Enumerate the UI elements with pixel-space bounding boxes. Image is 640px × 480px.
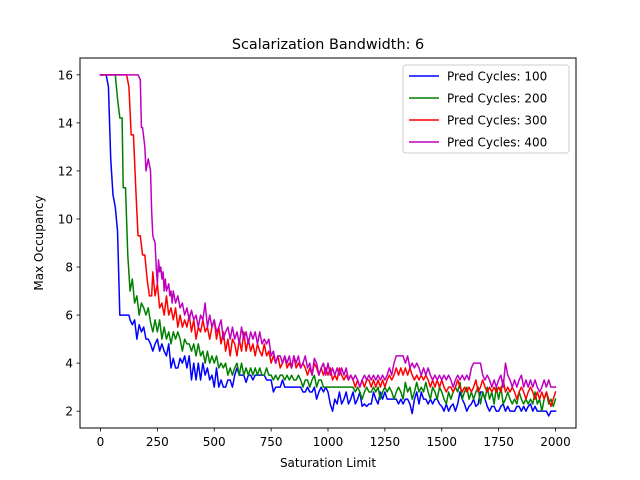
legend-items: Pred Cycles: 100 Pred Cycles: 200 Pred Cyc… <box>409 70 547 150</box>
x-tick-label: 1250 <box>370 435 401 449</box>
x-tick-label: 750 <box>260 435 283 449</box>
legend-label-1: Pred Cycles: 100 <box>447 70 547 84</box>
legend: Pred Cycles: 100 Pred Cycles: 200 Pred Cyc… <box>402 64 570 154</box>
x-axis-label: Saturation Limit <box>280 456 376 470</box>
y-axis-ticks: 2 4 6 8 10 12 14 16 <box>58 68 80 419</box>
y-tick-label: 12 <box>58 164 73 178</box>
x-axis-ticks: 0 250 500 750 1000 1250 1500 1750 2000 <box>97 428 571 449</box>
series-line-4 <box>99 74 557 393</box>
legend-label-2: Pred Cycles: 200 <box>447 92 547 106</box>
x-tick-label: 1500 <box>426 435 457 449</box>
series-line-2 <box>99 74 557 412</box>
series-line-1 <box>99 74 557 417</box>
x-tick-label: 1750 <box>483 435 514 449</box>
legend-label-3: Pred Cycles: 300 <box>447 114 547 128</box>
y-tick-label: 4 <box>65 357 73 371</box>
series-layer <box>99 74 557 417</box>
y-tick-label: 16 <box>58 68 73 82</box>
legend-box <box>402 64 570 154</box>
chart-title: Scalarization Bandwidth: 6 <box>232 37 424 53</box>
series-line-3 <box>99 74 557 408</box>
x-tick-label: 0 <box>97 435 105 449</box>
legend-label-4: Pred Cycles: 400 <box>447 136 547 150</box>
y-tick-label: 6 <box>65 309 73 323</box>
y-tick-label: 2 <box>65 405 73 419</box>
x-tick-label: 250 <box>146 435 169 449</box>
y-tick-label: 14 <box>58 116 73 130</box>
y-tick-label: 10 <box>58 212 73 226</box>
x-tick-label: 1000 <box>313 435 344 449</box>
x-tick-label: 2000 <box>540 435 571 449</box>
y-axis-label: Max Occupancy <box>32 195 46 290</box>
x-tick-label: 500 <box>203 435 226 449</box>
y-tick-label: 8 <box>65 261 73 275</box>
